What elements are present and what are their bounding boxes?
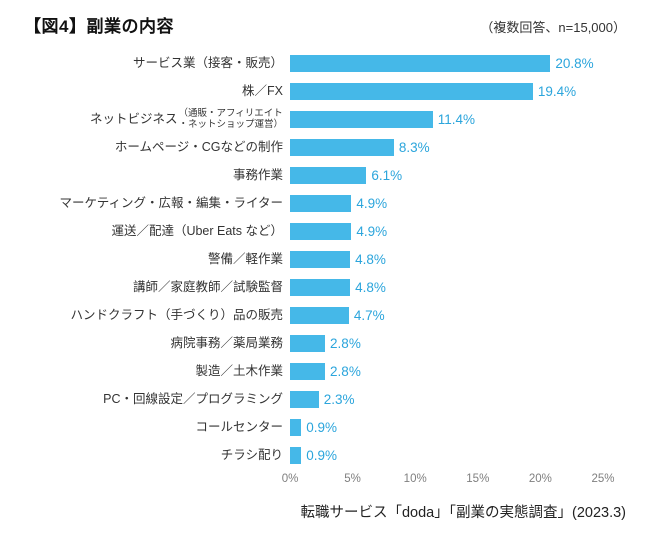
bar-rows: サービス業（接客・販売） 20.8% 株／FX 19.4% ネットビジネス （通販・アフィ… — [24, 49, 626, 469]
bar — [290, 54, 551, 72]
category-label: 警備／軽作業 — [207, 251, 283, 266]
value-label: 4.7% — [353, 307, 385, 323]
bar-area: 2.8% — [290, 334, 603, 352]
value-label: 2.8% — [330, 363, 361, 379]
category-label: 病院事務／薬局業務 — [170, 335, 283, 350]
bar — [290, 110, 433, 128]
category-label: 製造／土木作業 — [195, 363, 283, 378]
bar-row: ネットビジネス （通販・アフィリエイト ・ネットショップ運営） 11.4% — [24, 105, 626, 133]
chart-header: 【図4】副業の内容 （複数回答、n=15,000） — [24, 12, 626, 37]
category-label: ホームページ・CGなどの制作 — [114, 139, 283, 154]
bar-area: 0.9% — [290, 418, 603, 436]
bar — [290, 446, 302, 464]
value-label: 4.8% — [355, 279, 386, 295]
category-sublabel: （通販・アフィリエイト ・ネットショップ運営） — [178, 107, 283, 130]
category-label: 運送／配達（Uber Eats など） — [111, 223, 283, 238]
bar-row: チラシ配り 0.9% — [24, 441, 626, 469]
x-axis: 0% 5% 10% 15% 20% 25% — [282, 471, 615, 489]
bar-row: 病院事務／薬局業務 2.8% — [24, 329, 626, 357]
x-tick-label: 20% — [528, 473, 552, 485]
value-label: 0.9% — [306, 447, 338, 463]
bar-area: 20.8% — [290, 54, 603, 72]
bar-area: 8.3% — [290, 138, 603, 156]
bar-row: PC・回線設定／プログラミング 2.3% — [24, 385, 626, 413]
bar-row: 講師／家庭教師／試験監督 4.8% — [24, 273, 626, 301]
value-label: 4.8% — [355, 251, 386, 267]
category-label: ネットビジネス （通販・アフィリエイト ・ネットショップ運営） — [89, 107, 283, 130]
bar-area: 4.7% — [290, 306, 603, 324]
value-label: 8.3% — [398, 139, 430, 155]
value-label: 20.8% — [555, 55, 594, 71]
category-label: サービス業（接客・販売） — [132, 55, 283, 70]
bar — [290, 222, 352, 240]
value-label: 4.9% — [356, 223, 388, 239]
bar-row: 運送／配達（Uber Eats など） 4.9% — [24, 217, 626, 245]
category-label: コールセンター — [195, 419, 283, 434]
category-label: ハンドクラフト（手づくり）品の販売 — [70, 307, 283, 322]
value-label: 6.1% — [371, 167, 403, 183]
value-label: 4.9% — [356, 195, 388, 211]
bar — [290, 362, 326, 380]
value-label: 2.8% — [330, 335, 361, 351]
category-label: 事務作業 — [232, 167, 283, 182]
category-label: チラシ配り — [220, 447, 283, 462]
bar — [290, 334, 326, 352]
bar — [290, 278, 351, 296]
bar-row: コールセンター 0.9% — [24, 413, 626, 441]
chart-title: 【図4】副業の内容 — [24, 17, 174, 36]
bar-area: 4.8% — [290, 278, 603, 296]
value-label: 11.4% — [437, 111, 475, 127]
bar-area: 4.9% — [290, 222, 603, 240]
category-label: 講師／家庭教師／試験監督 — [132, 279, 283, 294]
category-label: PC・回線設定／プログラミング — [103, 391, 283, 406]
value-label: 19.4% — [537, 83, 577, 99]
bar — [290, 306, 349, 324]
bar-row: ホームページ・CGなどの制作 8.3% — [24, 133, 626, 161]
bar-row: サービス業（接客・販売） 20.8% — [24, 49, 626, 77]
category-label: マーケティング・広報・編集・ライター — [59, 195, 283, 210]
bar-row: 事務作業 6.1% — [24, 161, 626, 189]
bar-row: 警備／軽作業 4.8% — [24, 245, 626, 273]
bar — [290, 194, 352, 212]
bar-row: ハンドクラフト（手づくり）品の販売 4.7% — [24, 301, 626, 329]
x-tick-label: 10% — [403, 473, 427, 485]
x-tick-label: 25% — [591, 473, 615, 485]
bar — [290, 138, 394, 156]
bar — [290, 418, 302, 436]
bar-chart: サービス業（接客・販売） 20.8% 株／FX 19.4% ネットビジネス （通販・アフィ… — [24, 49, 626, 489]
bar-area: 2.8% — [290, 362, 603, 380]
value-label: 0.9% — [306, 419, 338, 435]
bar — [290, 166, 367, 184]
value-label: 2.3% — [323, 391, 355, 407]
category-label: 株／FX — [242, 83, 283, 98]
bar-row: 株／FX 19.4% — [24, 77, 626, 105]
bar-area: 4.8% — [290, 250, 603, 268]
x-tick-label: 0% — [281, 473, 299, 485]
source-caption: 転職サービス「doda」「副業の実態調査」(2023.3) — [300, 505, 626, 521]
x-tick-label: 5% — [344, 473, 361, 485]
bar-area: 6.1% — [290, 166, 603, 184]
bar-row: マーケティング・広報・編集・ライター 4.9% — [24, 189, 626, 217]
bar-row: 製造／土木作業 2.8% — [24, 357, 626, 385]
bar — [290, 250, 351, 268]
x-tick-label: 15% — [466, 473, 490, 485]
bar-area: 19.4% — [290, 82, 603, 100]
bar-area: 4.9% — [290, 194, 603, 212]
bar-area: 11.4% — [290, 110, 603, 128]
bar — [290, 82, 533, 100]
bar-area: 2.3% — [290, 390, 603, 408]
chart-note: （複数回答、n=15,000） — [480, 20, 626, 35]
bar — [290, 390, 319, 408]
bar-area: 0.9% — [290, 446, 603, 464]
